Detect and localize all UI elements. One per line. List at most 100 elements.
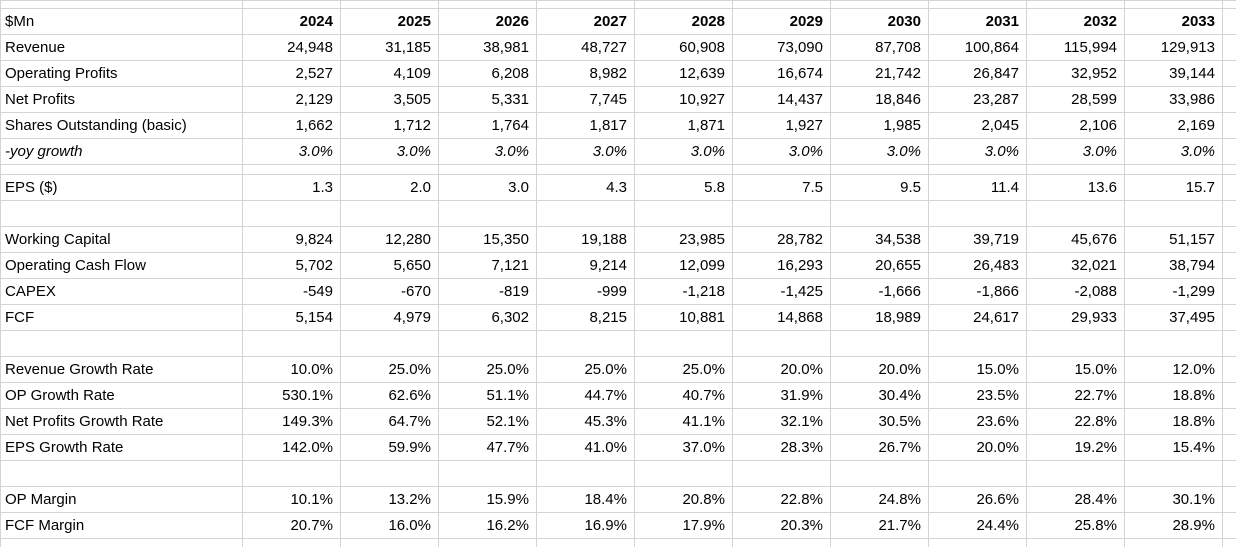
value-cell-yoy-growth-2030[interactable]: 3.0%: [830, 138, 929, 165]
value-cell-yoy-growth-2025[interactable]: 3.0%: [340, 138, 439, 165]
value-cell-net-profits-growth-rate-2033[interactable]: 18.8%: [1124, 408, 1223, 435]
value-cell-shares-outstanding-basic-2030[interactable]: 1,985: [830, 112, 929, 139]
empty-cell[interactable]: [634, 164, 733, 175]
value-cell-working-capital-2027[interactable]: 19,188: [536, 226, 635, 253]
value-cell-operating-cash-flow-2031[interactable]: 26,483: [928, 252, 1027, 279]
value-cell-net-profits-2027[interactable]: 7,745: [536, 86, 635, 113]
empty-cell[interactable]: [1026, 538, 1125, 547]
value-cell-operating-profits-2028[interactable]: 12,639: [634, 60, 733, 87]
value-cell-working-capital-2031[interactable]: 39,719: [928, 226, 1027, 253]
empty-cell[interactable]: [1222, 512, 1236, 539]
value-cell-fcf-2026[interactable]: 6,302: [438, 304, 537, 331]
empty-cell[interactable]: [1222, 278, 1236, 305]
empty-cell[interactable]: [1222, 304, 1236, 331]
value-cell-revenue-2024[interactable]: 24,948: [242, 34, 341, 61]
empty-cell[interactable]: [1222, 460, 1236, 487]
value-cell-eps-2031[interactable]: 11.4: [928, 174, 1027, 201]
row-label-cell-shares-outstanding-basic[interactable]: Shares Outstanding (basic): [0, 112, 243, 139]
value-cell-fcf-margin-2029[interactable]: 20.3%: [732, 512, 831, 539]
value-cell-operating-profits-2033[interactable]: 39,144: [1124, 60, 1223, 87]
value-cell-yoy-growth-2028[interactable]: 3.0%: [634, 138, 733, 165]
row-label-cell-op-margin[interactable]: OP Margin: [0, 486, 243, 513]
value-cell-working-capital-2025[interactable]: 12,280: [340, 226, 439, 253]
value-cell-fcf-margin-2028[interactable]: 17.9%: [634, 512, 733, 539]
row-label-cell-revenue-growth-rate[interactable]: Revenue Growth Rate: [0, 356, 243, 383]
empty-cell[interactable]: [732, 164, 831, 175]
empty-cell[interactable]: [536, 460, 635, 487]
value-cell-operating-profits-2032[interactable]: 32,952: [1026, 60, 1125, 87]
empty-cell[interactable]: [242, 200, 341, 227]
value-cell-shares-outstanding-basic-2029[interactable]: 1,927: [732, 112, 831, 139]
row-label-cell-capex[interactable]: CAPEX: [0, 278, 243, 305]
empty-cell[interactable]: [1222, 356, 1236, 383]
empty-cell[interactable]: [536, 200, 635, 227]
value-cell-fcf-margin-2030[interactable]: 21.7%: [830, 512, 929, 539]
empty-cell[interactable]: [536, 330, 635, 357]
value-cell-shares-outstanding-basic-2027[interactable]: 1,817: [536, 112, 635, 139]
value-cell-working-capital-2024[interactable]: 9,824: [242, 226, 341, 253]
value-cell-eps-2024[interactable]: 1.3: [242, 174, 341, 201]
empty-cell[interactable]: [438, 460, 537, 487]
value-cell-operating-cash-flow-2032[interactable]: 32,021: [1026, 252, 1125, 279]
value-cell-op-margin-2028[interactable]: 20.8%: [634, 486, 733, 513]
value-cell-op-growth-rate-2025[interactable]: 62.6%: [340, 382, 439, 409]
value-cell-fcf-2032[interactable]: 29,933: [1026, 304, 1125, 331]
empty-cell[interactable]: [242, 164, 341, 175]
value-cell-fcf-margin-2025[interactable]: 16.0%: [340, 512, 439, 539]
value-cell-capex-2031[interactable]: -1,866: [928, 278, 1027, 305]
empty-cell[interactable]: [1124, 200, 1223, 227]
value-cell-revenue-2033[interactable]: 129,913: [1124, 34, 1223, 61]
value-cell-operating-cash-flow-2033[interactable]: 38,794: [1124, 252, 1223, 279]
value-cell-revenue-2031[interactable]: 100,864: [928, 34, 1027, 61]
empty-cell[interactable]: [1124, 460, 1223, 487]
value-cell-working-capital-2030[interactable]: 34,538: [830, 226, 929, 253]
empty-cell[interactable]: [1222, 174, 1236, 201]
value-cell-eps-growth-rate-2025[interactable]: 59.9%: [340, 434, 439, 461]
value-cell-net-profits-2024[interactable]: 2,129: [242, 86, 341, 113]
value-cell-capex-2026[interactable]: -819: [438, 278, 537, 305]
value-cell-operating-profits-2031[interactable]: 26,847: [928, 60, 1027, 87]
empty-cell[interactable]: [928, 200, 1027, 227]
empty-cell[interactable]: [732, 538, 831, 547]
value-cell-op-margin-2025[interactable]: 13.2%: [340, 486, 439, 513]
value-cell-revenue-growth-rate-2028[interactable]: 25.0%: [634, 356, 733, 383]
empty-cell[interactable]: [536, 538, 635, 547]
value-cell-net-profits-growth-rate-2030[interactable]: 30.5%: [830, 408, 929, 435]
value-cell-revenue-2030[interactable]: 87,708: [830, 34, 929, 61]
value-cell-op-growth-rate-2032[interactable]: 22.7%: [1026, 382, 1125, 409]
empty-cell[interactable]: [1124, 330, 1223, 357]
empty-cell[interactable]: [732, 330, 831, 357]
empty-cell[interactable]: [1222, 538, 1236, 547]
year-header-cell[interactable]: 2030: [830, 8, 929, 35]
value-cell-net-profits-growth-rate-2028[interactable]: 41.1%: [634, 408, 733, 435]
empty-cell[interactable]: [340, 330, 439, 357]
value-cell-capex-2029[interactable]: -1,425: [732, 278, 831, 305]
value-cell-eps-2027[interactable]: 4.3: [536, 174, 635, 201]
value-cell-revenue-growth-rate-2033[interactable]: 12.0%: [1124, 356, 1223, 383]
value-cell-revenue-growth-rate-2032[interactable]: 15.0%: [1026, 356, 1125, 383]
value-cell-eps-2033[interactable]: 15.7: [1124, 174, 1223, 201]
value-cell-revenue-2026[interactable]: 38,981: [438, 34, 537, 61]
value-cell-net-profits-2031[interactable]: 23,287: [928, 86, 1027, 113]
empty-cell[interactable]: [536, 164, 635, 175]
row-label-cell-eps[interactable]: EPS ($): [0, 174, 243, 201]
value-cell-revenue-growth-rate-2024[interactable]: 10.0%: [242, 356, 341, 383]
empty-cell[interactable]: [1026, 330, 1125, 357]
value-cell-eps-growth-rate-2028[interactable]: 37.0%: [634, 434, 733, 461]
value-cell-op-margin-2027[interactable]: 18.4%: [536, 486, 635, 513]
year-header-cell[interactable]: 2032: [1026, 8, 1125, 35]
empty-cell[interactable]: [1222, 86, 1236, 113]
empty-cell[interactable]: [1026, 0, 1125, 9]
value-cell-capex-2028[interactable]: -1,218: [634, 278, 733, 305]
empty-cell[interactable]: [242, 538, 341, 547]
empty-cell[interactable]: [0, 538, 243, 547]
value-cell-fcf-margin-2032[interactable]: 25.8%: [1026, 512, 1125, 539]
value-cell-working-capital-2033[interactable]: 51,157: [1124, 226, 1223, 253]
value-cell-op-growth-rate-2031[interactable]: 23.5%: [928, 382, 1027, 409]
empty-cell[interactable]: [536, 0, 635, 9]
value-cell-net-profits-2028[interactable]: 10,927: [634, 86, 733, 113]
value-cell-operating-profits-2027[interactable]: 8,982: [536, 60, 635, 87]
value-cell-fcf-2029[interactable]: 14,868: [732, 304, 831, 331]
row-label-cell-revenue[interactable]: Revenue: [0, 34, 243, 61]
row-label-cell-eps-growth-rate[interactable]: EPS Growth Rate: [0, 434, 243, 461]
